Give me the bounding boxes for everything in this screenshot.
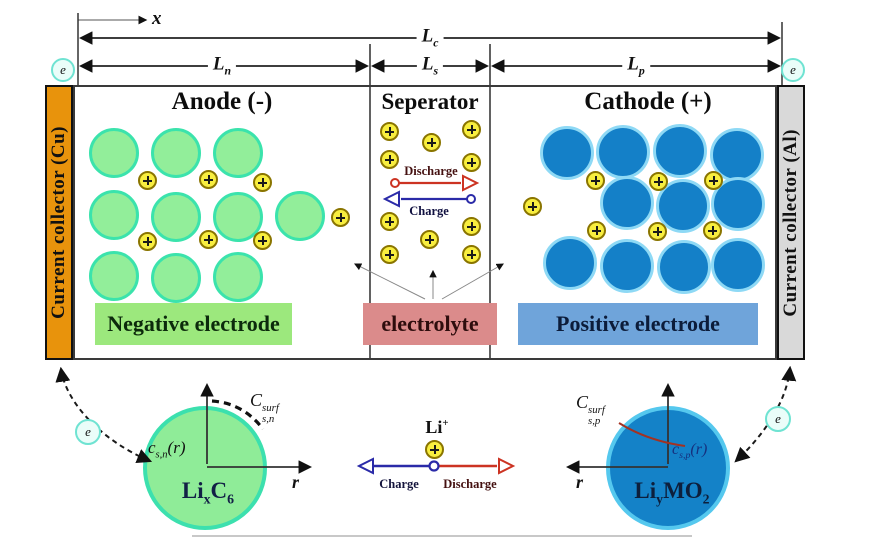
cathode-particle bbox=[711, 238, 765, 292]
discharge-direction-label: Discharge bbox=[443, 477, 497, 491]
electron-top-right: e bbox=[781, 58, 805, 82]
li-ion bbox=[649, 172, 668, 191]
current-collector-al: Current collector (Al) bbox=[777, 85, 805, 360]
cathode-particle bbox=[653, 124, 707, 178]
separator-charge-label: Charge bbox=[409, 204, 449, 218]
positive-electrode-band: Positive electrode bbox=[518, 303, 758, 345]
li-ion bbox=[586, 171, 605, 190]
dim-ln-label: Ln bbox=[207, 53, 237, 79]
cell-outline-box bbox=[73, 85, 777, 360]
li-ion bbox=[587, 221, 606, 240]
x-axis-label: x bbox=[152, 8, 162, 29]
electron-top-left: e bbox=[51, 58, 75, 82]
anode-r-axis-label: r bbox=[292, 472, 300, 492]
cathode-particle bbox=[543, 236, 597, 290]
li-ion bbox=[703, 221, 722, 240]
li-origin-circle bbox=[428, 460, 440, 472]
cathode-particle-formula: LiyMO2 bbox=[634, 478, 710, 507]
li-ion bbox=[253, 231, 272, 250]
li-ion bbox=[138, 171, 157, 190]
cathode-particle bbox=[711, 177, 765, 231]
current-collector-cu: Current collector (Cu) bbox=[45, 85, 73, 360]
anode-particle bbox=[213, 128, 263, 178]
cathode-particle bbox=[596, 125, 650, 179]
anode-particle bbox=[151, 253, 201, 303]
electron-bottom-left: e bbox=[75, 419, 101, 445]
li-ion bbox=[462, 120, 481, 139]
li-ion bbox=[422, 133, 441, 152]
dim-ls-label: Ls bbox=[416, 53, 444, 79]
cathode-particle bbox=[657, 240, 711, 294]
separator-title: Seperator bbox=[381, 89, 479, 114]
li-ion bbox=[523, 197, 542, 216]
electron-path-left bbox=[55, 366, 153, 464]
li-ion bbox=[648, 222, 667, 241]
current-collector-al-label: Current collector (Al) bbox=[780, 128, 801, 317]
li-ion bbox=[253, 173, 272, 192]
li-ion bbox=[199, 230, 218, 249]
anode-particle bbox=[89, 251, 139, 301]
cathode-title: Cathode (+) bbox=[584, 88, 712, 115]
anode-particle bbox=[89, 128, 139, 178]
dim-lc-label: Lc bbox=[416, 25, 444, 51]
dim-lp-label: Lp bbox=[622, 53, 650, 79]
li-ion-label: Li+ bbox=[425, 417, 449, 437]
electron-bottom-right: e bbox=[765, 406, 791, 432]
li-ion bbox=[380, 122, 399, 141]
anode-particle-detail-circle bbox=[143, 406, 267, 530]
li-ion bbox=[420, 230, 439, 249]
anode-particle bbox=[213, 252, 263, 302]
anode-concentration-label: cs,n(r) bbox=[148, 438, 186, 461]
charge-direction-label: Charge bbox=[379, 477, 419, 491]
cathode-particle-detail-circle bbox=[606, 406, 730, 530]
anode-particle bbox=[275, 191, 325, 241]
li-ion bbox=[704, 171, 723, 190]
cathode-r-axis-label: r bbox=[576, 472, 584, 492]
li-ion bbox=[199, 170, 218, 189]
li-ion bbox=[462, 153, 481, 172]
cathode-particle bbox=[600, 239, 654, 293]
anode-particle bbox=[89, 190, 139, 240]
li-ion bbox=[380, 245, 399, 264]
negative-electrode-band: Negative electrode bbox=[95, 303, 292, 345]
li-ion bbox=[380, 212, 399, 231]
li-discharge-arrow-head bbox=[498, 457, 516, 475]
anode-particle bbox=[151, 192, 201, 242]
li-charge-arrow-head bbox=[356, 457, 374, 475]
anode-particle bbox=[151, 128, 201, 178]
cathode-concentration-label: cs,p(r) bbox=[672, 441, 708, 462]
li-ion bbox=[380, 150, 399, 169]
anode-title: Anode (-) bbox=[171, 88, 273, 115]
separator-discharge-label: Discharge bbox=[404, 164, 458, 178]
cathode-particle bbox=[540, 126, 594, 180]
current-collector-cu-label: Current collector (Cu) bbox=[48, 126, 69, 319]
cathode-particle bbox=[600, 176, 654, 230]
li-ion bbox=[462, 217, 481, 236]
li-ion bbox=[462, 245, 481, 264]
electrolyte-band: electrolyte bbox=[363, 303, 497, 345]
li-ion bbox=[425, 440, 444, 459]
li-ion bbox=[138, 232, 157, 251]
anode-particle-formula: LixC6 bbox=[181, 478, 235, 507]
cathode-particle bbox=[656, 179, 710, 233]
li-ion bbox=[331, 208, 350, 227]
